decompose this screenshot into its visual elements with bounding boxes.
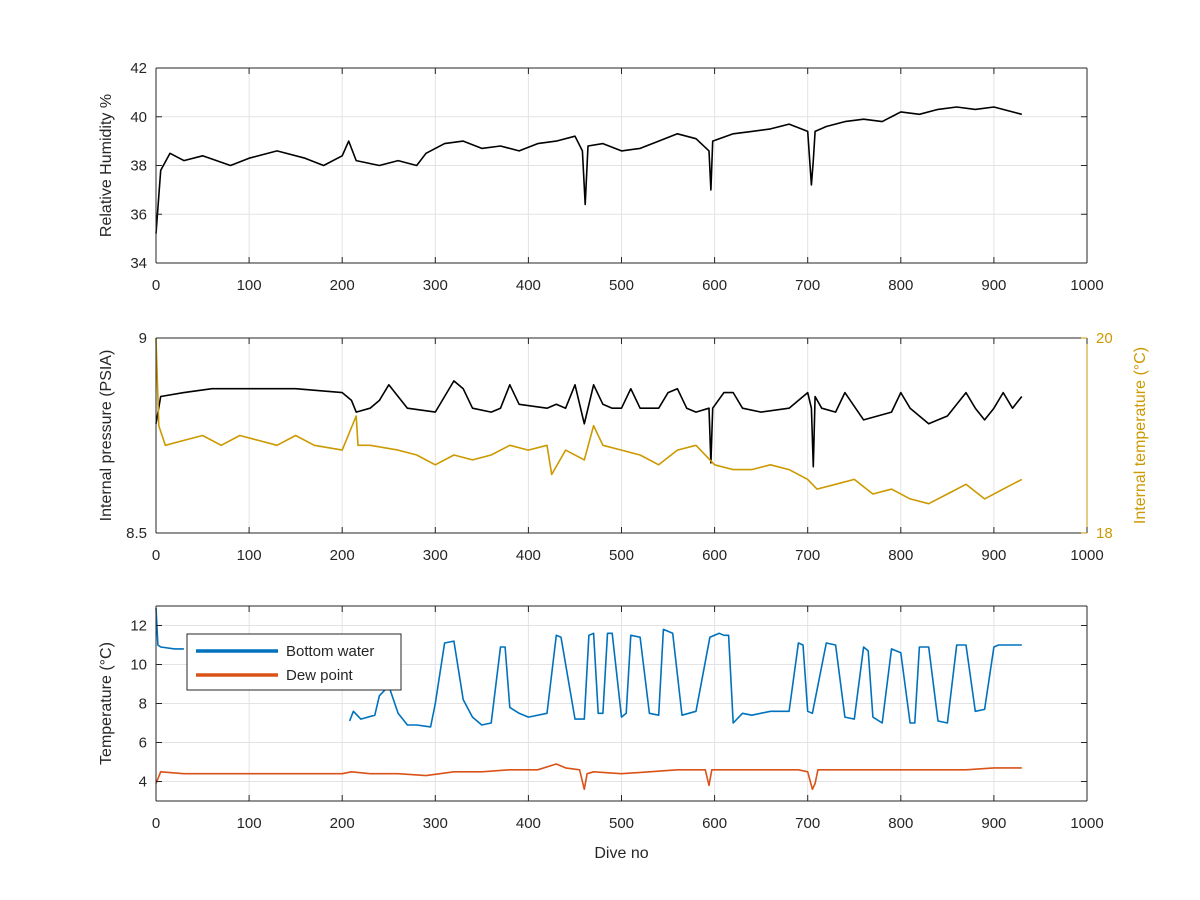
pressure-right-y-tick-label: 18 xyxy=(1096,525,1113,542)
temperature-x-tick-label: 600 xyxy=(702,815,727,832)
temperature-x-tick-label: 900 xyxy=(981,815,1006,832)
humidity-y-tick-label: 42 xyxy=(130,60,147,77)
humidity-x-tick-label: 0 xyxy=(152,277,160,294)
temperature-x-tick-label: 300 xyxy=(423,815,448,832)
humidity-y-tick-label: 38 xyxy=(130,158,147,175)
temperature-x-tick-label: 100 xyxy=(237,815,262,832)
pressure-x-tick-label: 500 xyxy=(609,547,634,564)
temperature-x-axis-label: Dive no xyxy=(594,845,648,862)
pressure-x-tick-label: 900 xyxy=(981,547,1006,564)
pressure-right-y-tick-label: 20 xyxy=(1096,330,1113,347)
humidity-y-axis-label: Relative Humidity % xyxy=(98,94,115,237)
pressure-x-tick-label: 200 xyxy=(330,547,355,564)
temperature-x-tick-label: 0 xyxy=(152,815,160,832)
temperature-y-tick-label: 10 xyxy=(130,657,147,674)
humidity-x-tick-label: 1000 xyxy=(1070,277,1103,294)
humidity-x-tick-label: 900 xyxy=(981,277,1006,294)
humidity-x-tick-label: 200 xyxy=(330,277,355,294)
pressure-y-tick-label: 8.5 xyxy=(126,525,147,542)
temperature-x-tick-label: 800 xyxy=(888,815,913,832)
temperature-bottom-water-line xyxy=(155,607,1022,728)
humidity-x-tick-label: 300 xyxy=(423,277,448,294)
pressure-series-1-line xyxy=(155,337,1023,505)
humidity-x-tick-label: 600 xyxy=(702,277,727,294)
temperature-dew-point-line xyxy=(155,763,1022,791)
pressure-x-tick-label: 700 xyxy=(795,547,820,564)
humidity-panel: 0 100 200 300 400 500 600 700 800 900 1000 34 36 38 40… xyxy=(98,60,1104,294)
pressure-x-tick-label: 400 xyxy=(516,547,541,564)
temperature-x-tick-label: 200 xyxy=(330,815,355,832)
temperature-y-tick-label: 4 xyxy=(139,774,147,791)
pressure-x-tick-label: 800 xyxy=(888,547,913,564)
humidity-y-tick-label: 36 xyxy=(130,206,147,223)
humidity-series-0-line xyxy=(155,106,1022,234)
humidity-x-tick-label: 700 xyxy=(795,277,820,294)
temperature-x-tick-label: 700 xyxy=(795,815,820,832)
temperature-y-axis-label: Temperature (°C) xyxy=(98,642,115,765)
pressure-right-y-axis-label: Internal temperature (°C) xyxy=(1132,347,1149,524)
temperature-x-tick-label: 1000 xyxy=(1070,815,1103,832)
temperature-y-tick-label: 12 xyxy=(130,618,147,635)
humidity-x-tick-label: 500 xyxy=(609,277,634,294)
pressure-temperature-panel: 0 100 200 300 400 500 600 700 800 900 1000 8.5 9 18 20… xyxy=(98,330,1149,564)
temperature-legend-box xyxy=(186,633,402,691)
water-dewpoint-panel: 0 100 200 300 400 500 600 700 800 900 1000 4 6 8 10 12 T… xyxy=(98,605,1104,862)
temperature-x-tick-label: 400 xyxy=(516,815,541,832)
temperature-x-tick-label: 500 xyxy=(609,815,634,832)
humidity-y-tick-label: 40 xyxy=(130,109,147,126)
pressure-series-0-line xyxy=(155,380,1023,468)
temperature-y-tick-label: 6 xyxy=(139,735,147,752)
pressure-y-axis-label: Internal pressure (PSIA) xyxy=(98,350,115,522)
pressure-x-tick-label: 100 xyxy=(237,547,262,564)
temperature-legend: Bottom water Dew point xyxy=(186,633,402,691)
pressure-x-tick-label: 0 xyxy=(152,547,160,564)
humidity-y-tick-label: 34 xyxy=(130,255,147,272)
temperature-y-tick-label: 8 xyxy=(139,696,147,713)
pressure-x-tick-label: 1000 xyxy=(1070,547,1103,564)
pressure-x-tick-label: 300 xyxy=(423,547,448,564)
pressure-y-tick-label: 9 xyxy=(139,330,147,347)
legend-dew-point-label: Dew point xyxy=(286,667,354,684)
humidity-x-tick-label: 400 xyxy=(516,277,541,294)
pressure-x-tick-label: 600 xyxy=(702,547,727,564)
legend-bottom-water-label: Bottom water xyxy=(286,643,374,660)
humidity-x-tick-label: 800 xyxy=(888,277,913,294)
humidity-x-tick-label: 100 xyxy=(237,277,262,294)
